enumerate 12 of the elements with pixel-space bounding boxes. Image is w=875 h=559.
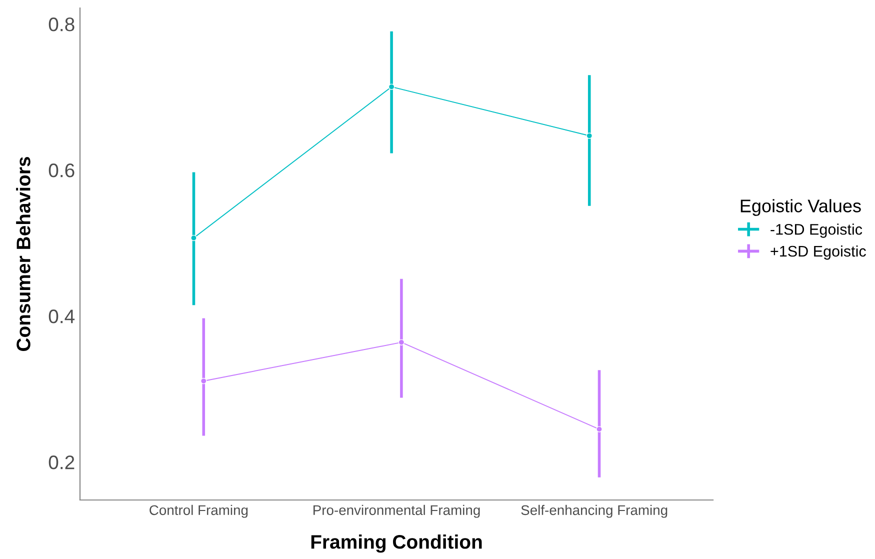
x-tick-label: Self-enhancing Framing	[521, 504, 668, 518]
y-tick-label: 0.4	[48, 310, 75, 324]
legend-label: +1SD Egoistic	[770, 245, 866, 260]
y-axis-title: Consumer Behaviors	[16, 157, 30, 351]
x-tick-label: Control Framing	[150, 504, 248, 518]
y-tick-label: 0.8	[48, 18, 74, 32]
y-tick-label: 0.6	[48, 164, 74, 178]
y-tick-label: 0.2	[48, 456, 74, 470]
legend-label: -1SD Egoistic	[770, 224, 862, 238]
x-tick-label: Pro-environmental Framing	[314, 504, 480, 518]
legend-title: Egoistic Values	[740, 199, 861, 216]
x-axis-title: Framing Condition	[311, 534, 482, 553]
